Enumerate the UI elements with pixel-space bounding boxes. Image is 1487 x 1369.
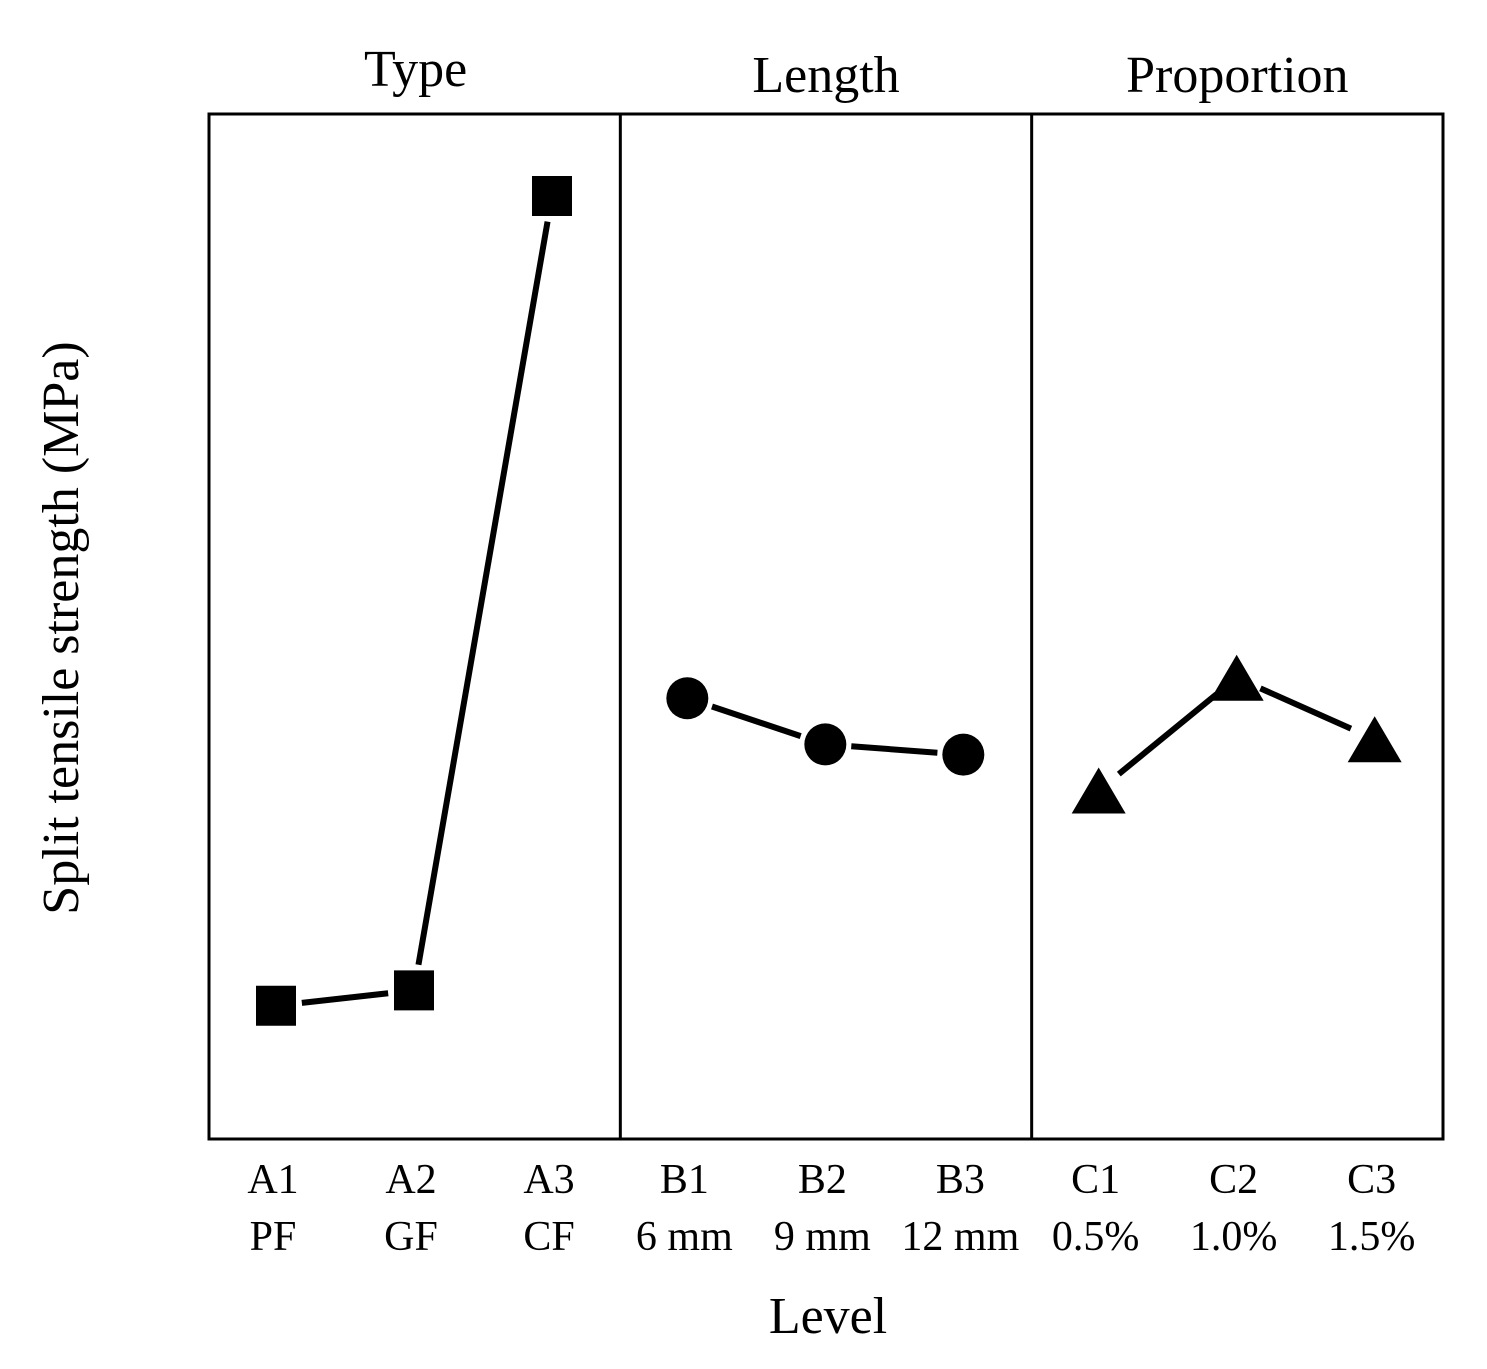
point-b3 [942,733,985,776]
segment-b2-b3 [851,743,938,756]
segment-c2-c3 [1259,685,1353,732]
tick-label-a2: GF [384,1214,438,1260]
y-axis-label: Split tensile strength (MPa) [33,341,90,914]
panel-title-proportion: Proportion [1126,47,1348,104]
segment-c1-c2 [1116,691,1219,777]
point-a3 [532,176,572,216]
segment-b1-b2 [711,703,802,739]
marks-layer [256,176,1402,1026]
point-c3 [1347,716,1402,763]
point-b2 [804,723,847,766]
panel-title-length: Length [752,47,899,104]
panel-title-type: Type [364,41,467,98]
tick-label-a3: CF [523,1214,574,1260]
plot-frame [207,112,1445,1141]
tick-code-b3: B3 [936,1157,985,1203]
panels-layer: Type Length Proportion [207,41,1445,1141]
segment-a2-a3 [415,221,551,966]
point-a1 [256,985,296,1026]
tick-label-c1: 0.5% [1052,1214,1140,1260]
point-b1 [666,677,709,720]
point-c2 [1209,654,1264,701]
point-a2 [394,970,434,1011]
tick-label-a1: PF [250,1214,297,1260]
tick-code-a2: A2 [385,1157,436,1203]
x-axis-label: Level [769,1288,887,1345]
tick-label-b1: 6 mm [636,1214,733,1260]
tick-code-c2: C2 [1209,1157,1258,1203]
tick-code-a1: A1 [247,1157,298,1203]
tick-code-a3: A3 [523,1157,574,1203]
tick-label-b3: 12 mm [901,1214,1019,1260]
segment-a1-a2 [301,990,389,1006]
tick-code-b2: B2 [798,1157,847,1203]
ticks-layer: A1 PF A2 GF A3 CF B1 6 mm B2 9 mm B3 12 mm C1 0.5% C2 1… [247,1157,1415,1260]
point-c1 [1071,767,1126,814]
tick-code-c3: C3 [1347,1157,1396,1203]
tick-code-c1: C1 [1071,1157,1120,1203]
tick-label-b2: 9 mm [774,1214,871,1260]
tick-label-c3: 1.5% [1328,1214,1416,1260]
tick-code-b1: B1 [660,1157,709,1203]
tick-label-c2: 1.0% [1190,1214,1278,1260]
